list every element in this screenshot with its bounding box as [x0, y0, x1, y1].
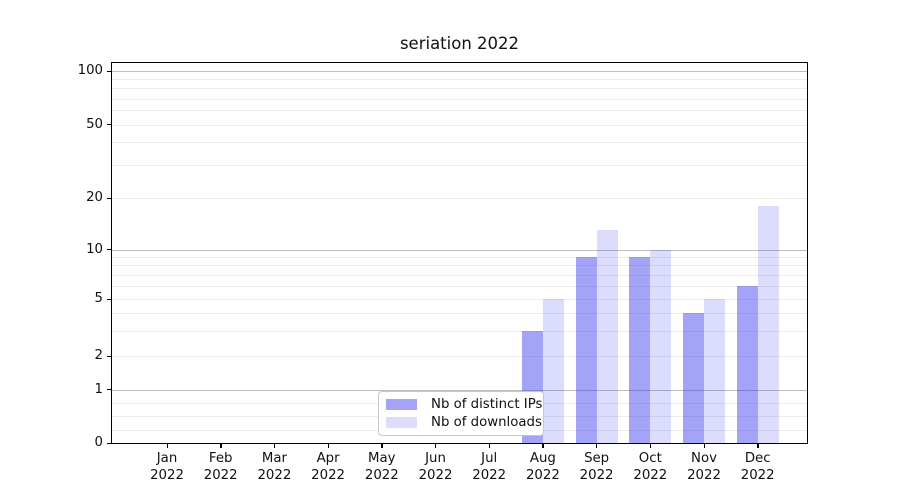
x-axis-tick-mark: [381, 444, 383, 448]
y-axis-tick-label: 0: [94, 435, 103, 450]
x-axis-tick-mark: [542, 444, 544, 448]
y-axis-tick-label: 20: [86, 190, 103, 205]
y-axis-tick-mark: [107, 442, 111, 444]
gridline-minor: [112, 265, 807, 267]
plot-area: [111, 62, 808, 444]
y-axis-tick-mark: [107, 197, 111, 199]
x-axis-tick-label: May 2022: [364, 451, 399, 483]
x-axis-tick-label: Dec 2022: [740, 451, 775, 483]
x-axis-tick-mark: [435, 444, 437, 448]
bar-distinct-ips: [683, 312, 704, 443]
gridline-minor: [112, 312, 807, 314]
y-axis-tick-label: 10: [86, 241, 103, 257]
gridline-minor: [112, 299, 807, 300]
gridline-major: [112, 249, 807, 251]
y-axis-tick-mark: [107, 249, 111, 251]
bar-distinct-ips: [629, 257, 651, 443]
legend-label-downloads: Nb of downloads: [431, 415, 542, 430]
chart-title: seriation 2022: [399, 34, 520, 53]
legend-item-downloads: Nb of downloads: [386, 415, 542, 430]
bar-downloads: [596, 230, 618, 443]
legend-swatch-downloads: [386, 417, 417, 428]
x-axis-tick-mark: [703, 444, 705, 448]
x-axis-tick-mark: [273, 444, 276, 448]
bar-distinct-ips: [736, 285, 758, 443]
x-axis-tick-label: Jan 2022: [150, 451, 184, 483]
bar-downloads: [650, 249, 672, 443]
x-axis-tick-label: Oct 2022: [633, 451, 668, 483]
x-axis-tick-mark: [596, 444, 598, 448]
legend-label-distinct-ips: Nb of distinct IPs: [431, 397, 543, 412]
bar-downloads: [757, 205, 779, 443]
x-axis-tick-mark: [757, 444, 759, 448]
gridline-minor: [112, 165, 807, 167]
y-axis-tick-label: 2: [94, 348, 103, 363]
legend-swatch-distinct-ips: [386, 399, 417, 410]
x-axis-tick-mark: [166, 444, 168, 448]
x-axis-tick-label: Apr 2022: [311, 451, 346, 483]
gridline-minor: [112, 124, 807, 126]
x-axis-tick-label: Feb 2022: [203, 451, 238, 483]
legend-item-distinct-ips: Nb of distinct IPs: [386, 397, 542, 412]
gridline-minor: [112, 274, 807, 276]
y-axis-tick-label: 100: [77, 63, 103, 78]
x-axis-tick-label: Sep 2022: [579, 451, 614, 483]
y-axis-tick-label: 5: [94, 291, 103, 306]
x-axis-tick-label: Nov 2022: [687, 451, 721, 483]
x-axis-tick-mark: [327, 444, 329, 448]
x-axis-tick-label: Aug 2022: [525, 451, 560, 483]
x-axis-tick-mark: [488, 444, 491, 448]
x-axis-tick-label: Jun 2022: [418, 451, 453, 483]
y-axis-tick-label: 1: [94, 381, 103, 397]
gridline-minor: [112, 110, 807, 112]
gridline-minor: [112, 198, 807, 199]
y-axis-tick-mark: [107, 70, 111, 72]
gridline-minor: [112, 79, 807, 81]
bar-downloads: [704, 299, 725, 443]
y-axis-tick-mark: [107, 389, 111, 391]
legend: Nb of distinct IPs Nb of downloads: [378, 391, 544, 436]
y-axis-tick-label: 50: [86, 116, 103, 132]
x-axis-tick-label: Jul 2022: [472, 451, 507, 483]
x-axis-tick-mark: [649, 444, 652, 448]
bar-distinct-ips: [575, 257, 597, 443]
gridline-minor: [112, 356, 807, 357]
gridline-minor: [112, 257, 807, 259]
gridline-minor: [112, 98, 807, 100]
gridline-minor: [112, 88, 807, 90]
x-axis-tick-label: Mar 2022: [257, 451, 292, 483]
gridline-minor: [112, 330, 807, 332]
gridline-minor: [112, 285, 807, 287]
gridline-minor: [112, 142, 807, 144]
gridline-major: [112, 71, 807, 72]
gridline-major: [112, 389, 807, 391]
y-axis-tick-mark: [107, 355, 111, 357]
x-axis-tick-mark: [220, 444, 222, 448]
y-axis-tick-mark: [107, 298, 111, 300]
y-axis-tick-mark: [107, 124, 111, 126]
bar-downloads: [542, 299, 564, 443]
